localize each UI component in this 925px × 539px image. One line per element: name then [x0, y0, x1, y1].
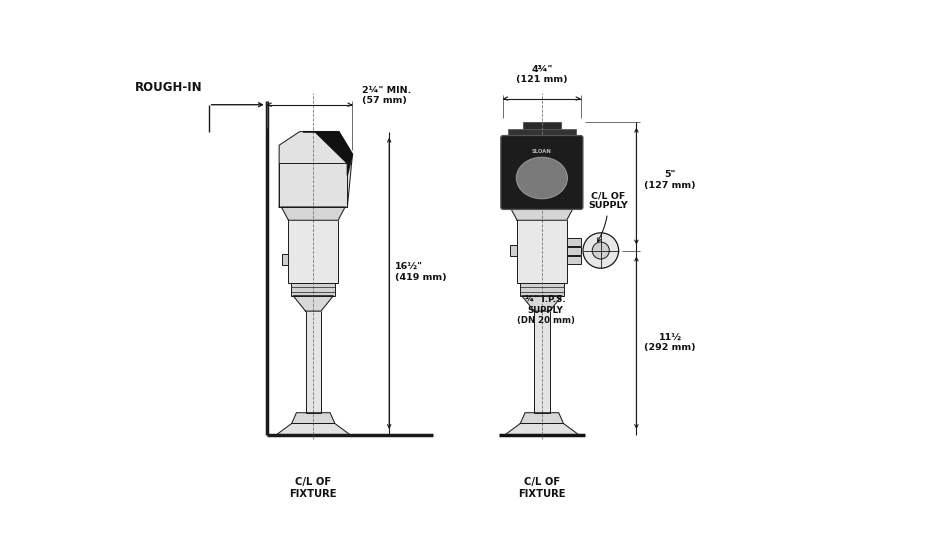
Text: C/L OF
SUPPLY: C/L OF SUPPLY: [588, 191, 628, 242]
FancyBboxPatch shape: [508, 129, 576, 138]
FancyBboxPatch shape: [520, 284, 564, 296]
FancyBboxPatch shape: [289, 220, 338, 284]
FancyBboxPatch shape: [523, 122, 561, 129]
Text: 16½"
(419 mm): 16½" (419 mm): [395, 262, 447, 281]
Polygon shape: [293, 296, 333, 311]
Polygon shape: [291, 413, 335, 424]
FancyBboxPatch shape: [534, 311, 549, 413]
Text: SLOAN: SLOAN: [532, 149, 552, 154]
Polygon shape: [522, 296, 562, 311]
FancyBboxPatch shape: [517, 220, 567, 284]
Text: 5"
(127 mm): 5" (127 mm): [644, 170, 696, 190]
Circle shape: [592, 242, 610, 259]
Text: 4¾"
(121 mm): 4¾" (121 mm): [516, 65, 568, 84]
Polygon shape: [279, 132, 352, 207]
Text: ROUGH-IN: ROUGH-IN: [135, 81, 203, 94]
FancyBboxPatch shape: [282, 254, 289, 265]
Polygon shape: [281, 207, 345, 220]
FancyBboxPatch shape: [305, 311, 321, 413]
FancyBboxPatch shape: [500, 135, 583, 210]
FancyBboxPatch shape: [511, 245, 517, 256]
FancyBboxPatch shape: [567, 256, 581, 265]
Text: 11½
(292 mm): 11½ (292 mm): [644, 333, 696, 353]
FancyBboxPatch shape: [291, 284, 336, 296]
Polygon shape: [303, 132, 352, 175]
Polygon shape: [276, 424, 351, 435]
Polygon shape: [510, 207, 574, 220]
Text: C/L OF
FIXTURE: C/L OF FIXTURE: [290, 478, 337, 499]
Polygon shape: [505, 424, 579, 435]
Text: C/L OF
FIXTURE: C/L OF FIXTURE: [518, 478, 565, 499]
Text: ¾" I.P.S.
SUPPLY
(DN 20 mm): ¾" I.P.S. SUPPLY (DN 20 mm): [517, 295, 574, 325]
Circle shape: [583, 233, 619, 268]
FancyBboxPatch shape: [567, 238, 581, 246]
Text: 2¼" MIN.
(57 mm): 2¼" MIN. (57 mm): [362, 86, 411, 105]
Polygon shape: [520, 413, 563, 424]
FancyBboxPatch shape: [567, 247, 581, 255]
Ellipse shape: [516, 157, 567, 199]
